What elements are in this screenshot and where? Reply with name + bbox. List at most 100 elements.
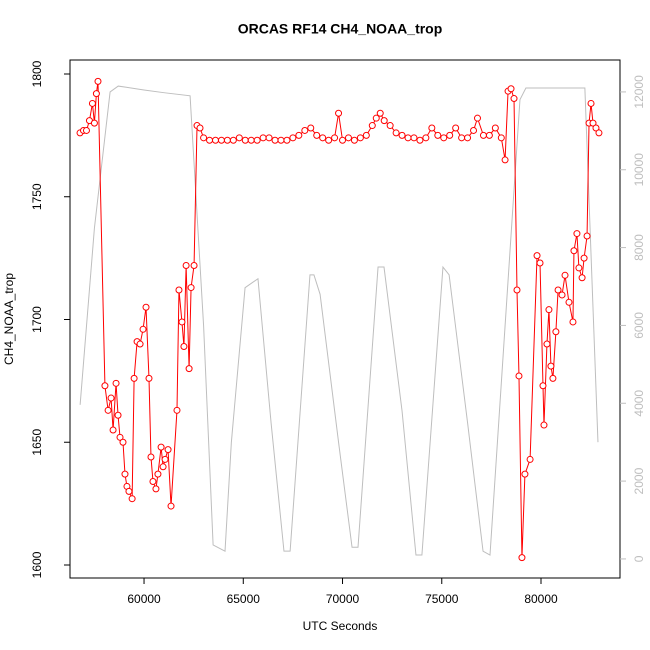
data-point	[142, 303, 150, 311]
data-point	[545, 306, 553, 314]
data-point	[178, 318, 186, 326]
data-point	[521, 470, 529, 478]
data-point	[507, 85, 515, 93]
data-point	[109, 426, 117, 434]
data-point	[119, 438, 127, 446]
data-point	[289, 134, 297, 142]
data-point	[569, 318, 577, 326]
data-point	[265, 134, 273, 142]
data-point	[82, 126, 90, 134]
data-point	[501, 156, 509, 164]
data-point	[223, 136, 231, 144]
y2-tick-label: 4000	[632, 390, 646, 417]
data-point	[335, 109, 343, 117]
data-point	[592, 124, 600, 132]
data-point	[549, 374, 557, 382]
data-point	[185, 365, 193, 373]
data-point	[587, 99, 595, 107]
data-point	[112, 379, 120, 387]
data-point	[583, 232, 591, 240]
data-point	[241, 136, 249, 144]
data-point	[570, 247, 578, 255]
data-point	[259, 134, 267, 142]
y-axis-label: CH4_NOAA_trop	[2, 273, 16, 365]
data-point	[235, 134, 243, 142]
data-point	[452, 124, 460, 132]
data-point	[518, 554, 526, 562]
data-point	[247, 136, 255, 144]
data-point	[558, 291, 566, 299]
data-point	[94, 77, 102, 85]
data-point	[107, 394, 115, 402]
data-point	[295, 131, 303, 139]
data-point	[152, 485, 160, 493]
data-point	[485, 131, 493, 139]
y-tick-label: 1650	[30, 429, 44, 456]
y2-tick-label: 10000	[632, 153, 646, 187]
data-point	[416, 136, 424, 144]
data-point	[554, 286, 562, 294]
data-point	[187, 284, 195, 292]
data-point	[356, 134, 364, 142]
data-point	[139, 325, 147, 333]
y2-tick-label: 0	[632, 555, 646, 562]
data-point	[130, 374, 138, 382]
data-point	[513, 286, 521, 294]
x-tick-label: 80000	[524, 592, 558, 606]
data-point	[479, 131, 487, 139]
y-tick-label: 1750	[30, 183, 44, 210]
data-point	[565, 298, 573, 306]
data-point	[319, 134, 327, 142]
data-point	[149, 478, 157, 486]
chart-title: ORCAS RF14 CH4_NOAA_trop	[238, 21, 443, 37]
data-point	[376, 109, 384, 117]
data-point	[540, 421, 548, 429]
data-point	[575, 264, 583, 272]
data-point	[173, 406, 181, 414]
data-point	[515, 372, 523, 380]
data-point	[217, 136, 225, 144]
y-tick-label: 1800	[30, 60, 44, 87]
data-point	[497, 134, 505, 142]
data-point	[380, 117, 388, 125]
data-point	[271, 136, 279, 144]
data-point	[589, 119, 597, 127]
data-point	[301, 126, 309, 134]
data-point	[552, 328, 560, 336]
x-tick-label: 65000	[227, 592, 261, 606]
data-point	[92, 90, 100, 98]
x-tick-label: 75000	[425, 592, 459, 606]
data-point	[313, 131, 321, 139]
y-tick-label: 1600	[30, 551, 44, 578]
data-point	[157, 443, 165, 451]
data-point	[121, 470, 129, 478]
data-point	[125, 487, 133, 495]
data-point	[580, 254, 588, 262]
data-point	[536, 259, 544, 267]
data-point	[339, 136, 347, 144]
data-point	[428, 124, 436, 132]
y2-tick-label: 12000	[632, 75, 646, 109]
y2-tick-label: 2000	[632, 467, 646, 494]
data-point	[434, 131, 442, 139]
data-point	[410, 134, 418, 142]
data-point	[307, 124, 315, 132]
data-point	[196, 124, 204, 132]
data-point	[350, 136, 358, 144]
data-point	[283, 136, 291, 144]
data-point	[277, 136, 285, 144]
y-tick-label: 1700	[30, 306, 44, 333]
data-point	[211, 136, 219, 144]
data-point	[167, 502, 175, 510]
data-point	[386, 122, 394, 130]
data-line	[79, 85, 599, 556]
data-point	[154, 470, 162, 478]
data-point	[526, 455, 534, 463]
data-point	[114, 411, 122, 419]
data-point	[90, 119, 98, 127]
data-point	[464, 134, 472, 142]
x-tick-label: 70000	[326, 592, 360, 606]
data-point	[147, 453, 155, 461]
y2-tick-label: 6000	[632, 312, 646, 339]
data-point	[368, 122, 376, 130]
